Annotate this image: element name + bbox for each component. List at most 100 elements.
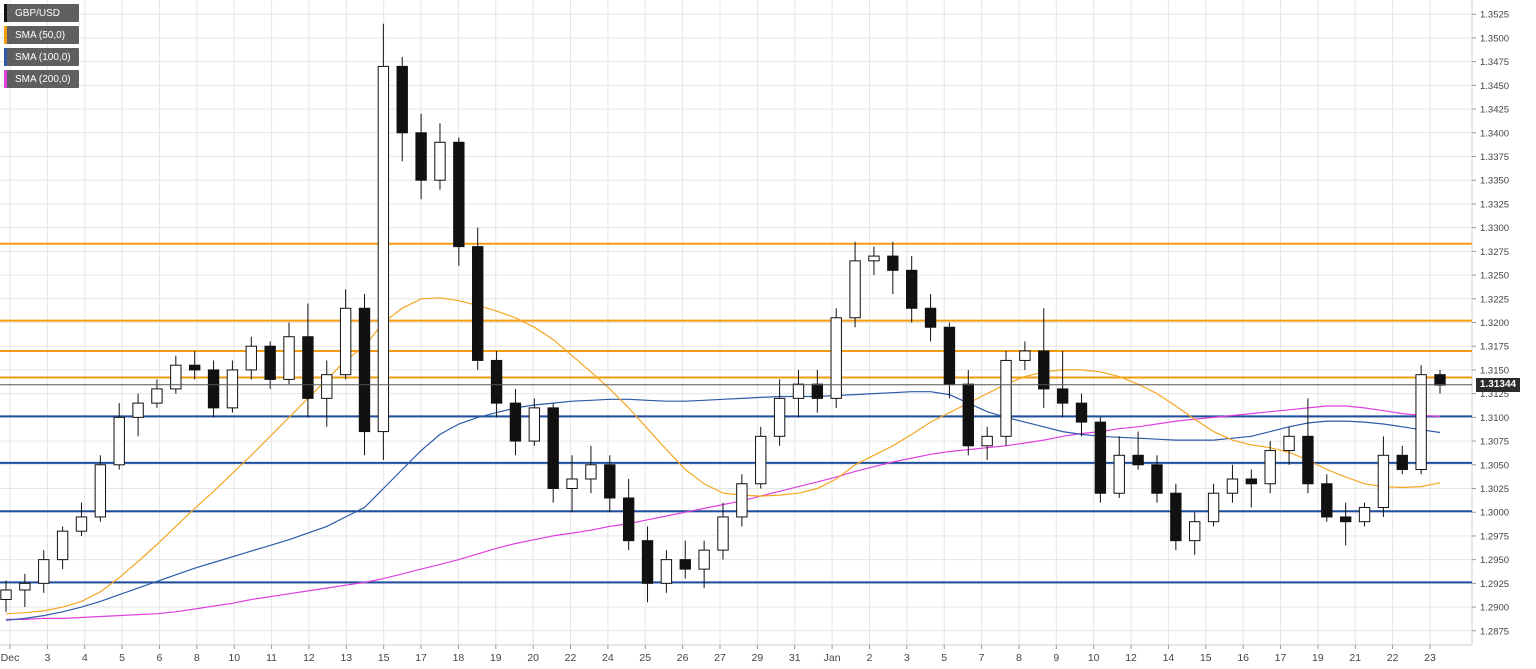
x-tick-label: 15 (378, 652, 390, 664)
x-tick-label: 25 (639, 652, 651, 664)
candle (358, 294, 371, 456)
x-tick-label: 17 (1275, 652, 1287, 664)
candle-body (1000, 359, 1012, 437)
candle (717, 502, 729, 560)
candle (1415, 365, 1427, 475)
x-tick-label: 22 (1387, 652, 1399, 664)
candle-body (0, 589, 12, 600)
x-tick-label: 2 (867, 652, 873, 664)
candle (1113, 436, 1125, 498)
y-tick-label: 1.2900 (1480, 603, 1509, 614)
candle-body (1302, 435, 1314, 485)
y-tick-label: 1.3325 (1480, 199, 1509, 210)
candle-body (887, 255, 899, 271)
x-tick-label: 10 (228, 652, 240, 664)
x-tick-label: 3 (44, 652, 50, 664)
candle-body (1038, 350, 1050, 390)
candle-body (434, 141, 446, 181)
y-tick-label: 1.3525 (1480, 10, 1509, 21)
y-tick-label: 1.3425 (1480, 105, 1509, 116)
candle-body (1019, 350, 1031, 361)
y-tick-label: 1.3050 (1480, 460, 1509, 471)
candle-body (1170, 492, 1182, 542)
candle-body (811, 383, 824, 399)
y-axis-ticks: 1.3525 1.3500 1.3475 1.3450 1.3425 1.3400 1.33… (1472, 10, 1509, 637)
candle-body (1075, 402, 1088, 423)
y-tick-label: 1.3100 (1480, 413, 1509, 424)
candle-body (415, 132, 427, 181)
x-tick-label: 4 (82, 652, 88, 664)
candle-body (321, 374, 333, 399)
candle (943, 322, 956, 399)
candle (1056, 350, 1069, 418)
candle (151, 379, 163, 408)
candle (660, 550, 673, 593)
candle-body (1396, 454, 1408, 471)
candle-body (358, 307, 371, 433)
legend-label: SMA (200,0) (15, 73, 71, 85)
legend-label: GBP/USD (15, 7, 61, 19)
x-tick-label: 12 (1125, 652, 1137, 664)
candle-body (472, 246, 484, 361)
candle-body (151, 388, 163, 404)
candle (94, 455, 107, 522)
candle-body (94, 464, 107, 518)
candle-body (1283, 435, 1295, 452)
legend-item-sma200[interactable]: SMA (200,0) (4, 70, 79, 88)
y-tick-label: 1.3175 (1480, 342, 1509, 353)
candle (56, 526, 69, 570)
candle (981, 426, 993, 461)
candle (321, 360, 333, 427)
x-tick-label: 15 (1200, 652, 1212, 664)
candlesticks (0, 23, 1446, 612)
legend-swatch (4, 48, 7, 66)
legend-swatch (4, 4, 7, 22)
legend-swatch (4, 70, 7, 88)
x-tick-label: 12 (303, 652, 315, 664)
candle (1339, 502, 1352, 546)
y-tick-label: 1.3200 (1480, 318, 1509, 329)
candle-body (905, 269, 918, 309)
candle (245, 336, 257, 380)
legend-item-sma50[interactable]: SMA (50,0) (4, 26, 79, 44)
x-tick-label: 22 (565, 652, 577, 664)
candle-body (1056, 388, 1069, 404)
legend-swatch (4, 26, 7, 44)
candle (811, 369, 824, 413)
x-tick-label: 3 (904, 652, 910, 664)
candle (887, 241, 899, 295)
candle-body (660, 559, 673, 584)
y-tick-label: 1.3500 (1480, 33, 1509, 44)
candle-body (56, 530, 69, 561)
candle (19, 573, 31, 608)
y-tick-label: 1.3250 (1480, 271, 1509, 282)
candle-body (830, 317, 842, 399)
candle-body (1245, 478, 1258, 485)
legend-item-gbpusd[interactable]: GBP/USD (4, 4, 79, 22)
candle-body (868, 255, 880, 262)
candle-body (1415, 374, 1427, 471)
candle-body (1207, 492, 1220, 523)
candle (641, 526, 654, 603)
legend-item-sma100[interactable]: SMA (100,0) (4, 48, 79, 66)
x-tick-label: 5 (941, 652, 947, 664)
candle (1245, 469, 1258, 508)
candle (1038, 308, 1050, 408)
candle-body (302, 336, 314, 399)
candle (75, 502, 88, 536)
candle-body (264, 345, 276, 380)
candle (396, 56, 408, 162)
x-tick-label: 21 (1349, 652, 1361, 664)
candle (1377, 436, 1390, 517)
candle (1019, 341, 1031, 370)
x-tick-label: 19 (490, 652, 502, 664)
y-tick-label: 1.3025 (1480, 484, 1509, 495)
y-tick-label: 1.2875 (1480, 626, 1509, 637)
y-tick-label: 1.3150 (1480, 365, 1509, 376)
x-tick-label: 7 (979, 652, 985, 664)
candle-body (1094, 421, 1107, 494)
candle-body (981, 435, 993, 447)
candle-body (962, 383, 974, 447)
x-tick-label: 5 (119, 652, 125, 664)
